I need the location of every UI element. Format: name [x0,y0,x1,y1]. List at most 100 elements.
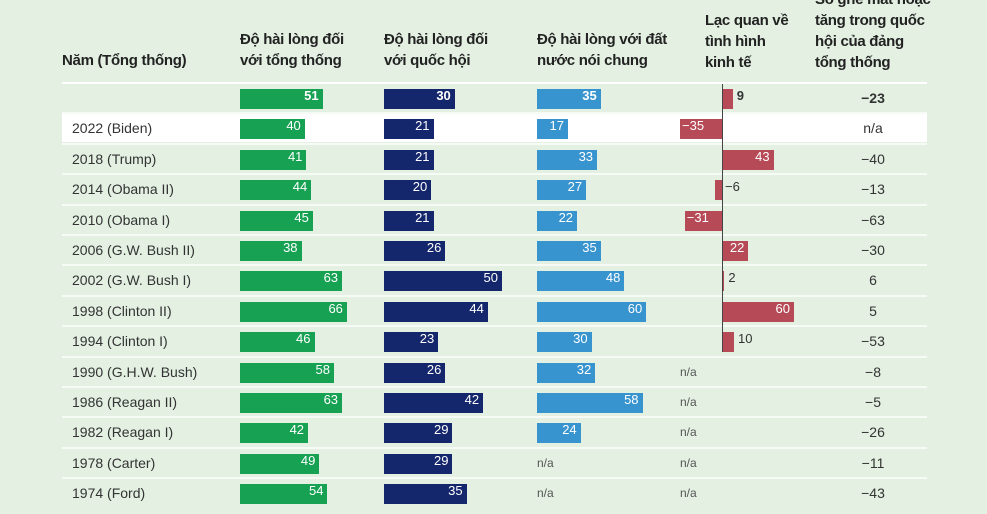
na-label: n/a [537,486,554,501]
country-value: 33 [578,148,594,164]
president-value: 42 [289,422,305,438]
president-value: 54 [309,483,324,499]
row-name: 1990 (G.H.W. Bush) [72,363,198,380]
seats-value: −26 [861,424,885,441]
president-value: 66 [328,300,343,316]
president-value: 63 [323,270,339,286]
congress-value: 29 [433,422,449,438]
row-name: 1978 (Carter) [72,454,156,471]
na-label: n/a [680,455,697,470]
seats-value: −8 [865,363,881,380]
congress-bar [384,332,439,353]
country-value: 35 [582,88,597,103]
row-name: 1986 (Reagan II) [72,394,178,410]
economy-zero-axis [722,84,723,352]
row-divider [62,294,927,297]
seats-value: 6 [869,272,877,289]
president-value: 45 [294,209,309,225]
congress-bar [384,149,434,170]
congress-bar [384,423,453,444]
president-bar [240,453,320,474]
economy-value: −35 [682,118,705,134]
na-label: n/a [537,455,554,470]
country-value: 32 [576,361,592,377]
economy-value: 22 [729,240,745,255]
seats-value: −40 [861,150,885,167]
economy-value: 9 [736,88,745,103]
economy-value: −31 [686,209,709,225]
header-line: Độ hài lòng đối [384,31,488,48]
row-divider [62,446,927,449]
table-row: 1998 (Clinton II) 66 44 60 60 5 [62,297,927,325]
country-value: 24 [562,422,577,438]
congress-value: 26 [426,361,442,377]
country-bar [537,301,647,322]
header-seats: Số ghế mất hoặc tăng trong quốc hội của đả… [815,0,931,73]
row-divider [62,173,927,176]
congress-value: 26 [426,240,442,255]
header-president: Độ hài lòng đối với tổng thống [240,29,344,71]
congress-value: 23 [419,331,435,347]
economy-bar [680,119,722,140]
congress-value: 35 [448,483,463,499]
seats-value: −11 [861,454,885,471]
seats-value: −5 [865,394,881,410]
president-bar [240,89,323,109]
president-value: 40 [286,118,301,134]
economy-bar [722,271,725,292]
header-line: nước nói chung [537,52,648,69]
header-line: Độ hài lòng với đất [537,31,667,48]
president-bar [240,423,309,444]
seats-value: −63 [861,211,885,228]
seats-value: −13 [861,181,885,198]
economy-bar [722,301,794,322]
row-name: 2018 (Trump) [72,150,157,167]
table-row: 1974 (Ford) 54 35 n/a n/a −43 [62,479,927,507]
country-bar [537,332,592,353]
economy-bar [722,241,749,261]
row-divider [62,264,927,267]
header-line: kinh tế [705,54,752,71]
economy-bar [722,89,733,109]
row-divider [62,386,927,388]
economy-value: −6 [725,179,740,195]
header-line: với tổng thống [240,52,342,69]
country-value: 48 [605,270,621,286]
header-line: tình hình [705,33,766,50]
row-name: 1982 (Reagan I) [72,424,174,441]
header-line: với quốc hội [384,52,471,69]
president-bar [240,332,315,353]
table-row: 2018 (Trump) 41 21 33 43 −40 [62,145,927,173]
president-bar [240,241,302,261]
congress-bar [384,362,446,383]
header-congress: Độ hài lòng đối với quốc hội [384,29,488,71]
row-divider [62,234,927,236]
president-bar [240,301,347,322]
congress-bar [384,241,446,261]
header-divider [62,82,927,84]
president-value: 46 [296,331,311,347]
na-label: n/a [680,364,697,379]
country-value: 17 [549,118,564,134]
table-row: 1986 (Reagan II) 63 42 58 n/a −5 [62,388,927,416]
president-bar [240,484,328,505]
economy-value: 10 [738,331,753,347]
row-divider [62,416,927,419]
country-bar [537,241,601,261]
congress-bar [384,89,455,109]
country-bar [537,89,601,109]
row-name: 1998 (Clinton II) [72,302,172,319]
seats-value: −30 [861,242,885,258]
president-value: 44 [292,179,308,195]
table-row: 2006 (G.W. Bush II) 38 26 35 22 −30 [62,236,927,264]
table-row: 1994 (Clinton I) 46 23 30 10 −53 [62,327,927,355]
table-row: 1990 (G.H.W. Bush) 58 26 32 n/a −8 [62,358,927,386]
table-row: 1982 (Reagan I) 42 29 24 n/a −26 [62,418,927,446]
seats-value: −53 [861,333,885,350]
header-year: Năm (Tổng thống) [62,52,187,69]
country-value: 22 [558,209,574,225]
header-line: Lạc quan về [705,12,789,29]
table-row: 51 30 35 9 −23 [62,84,927,112]
country-bar [537,210,578,231]
row-name: 2022 (Biden) [72,120,153,137]
